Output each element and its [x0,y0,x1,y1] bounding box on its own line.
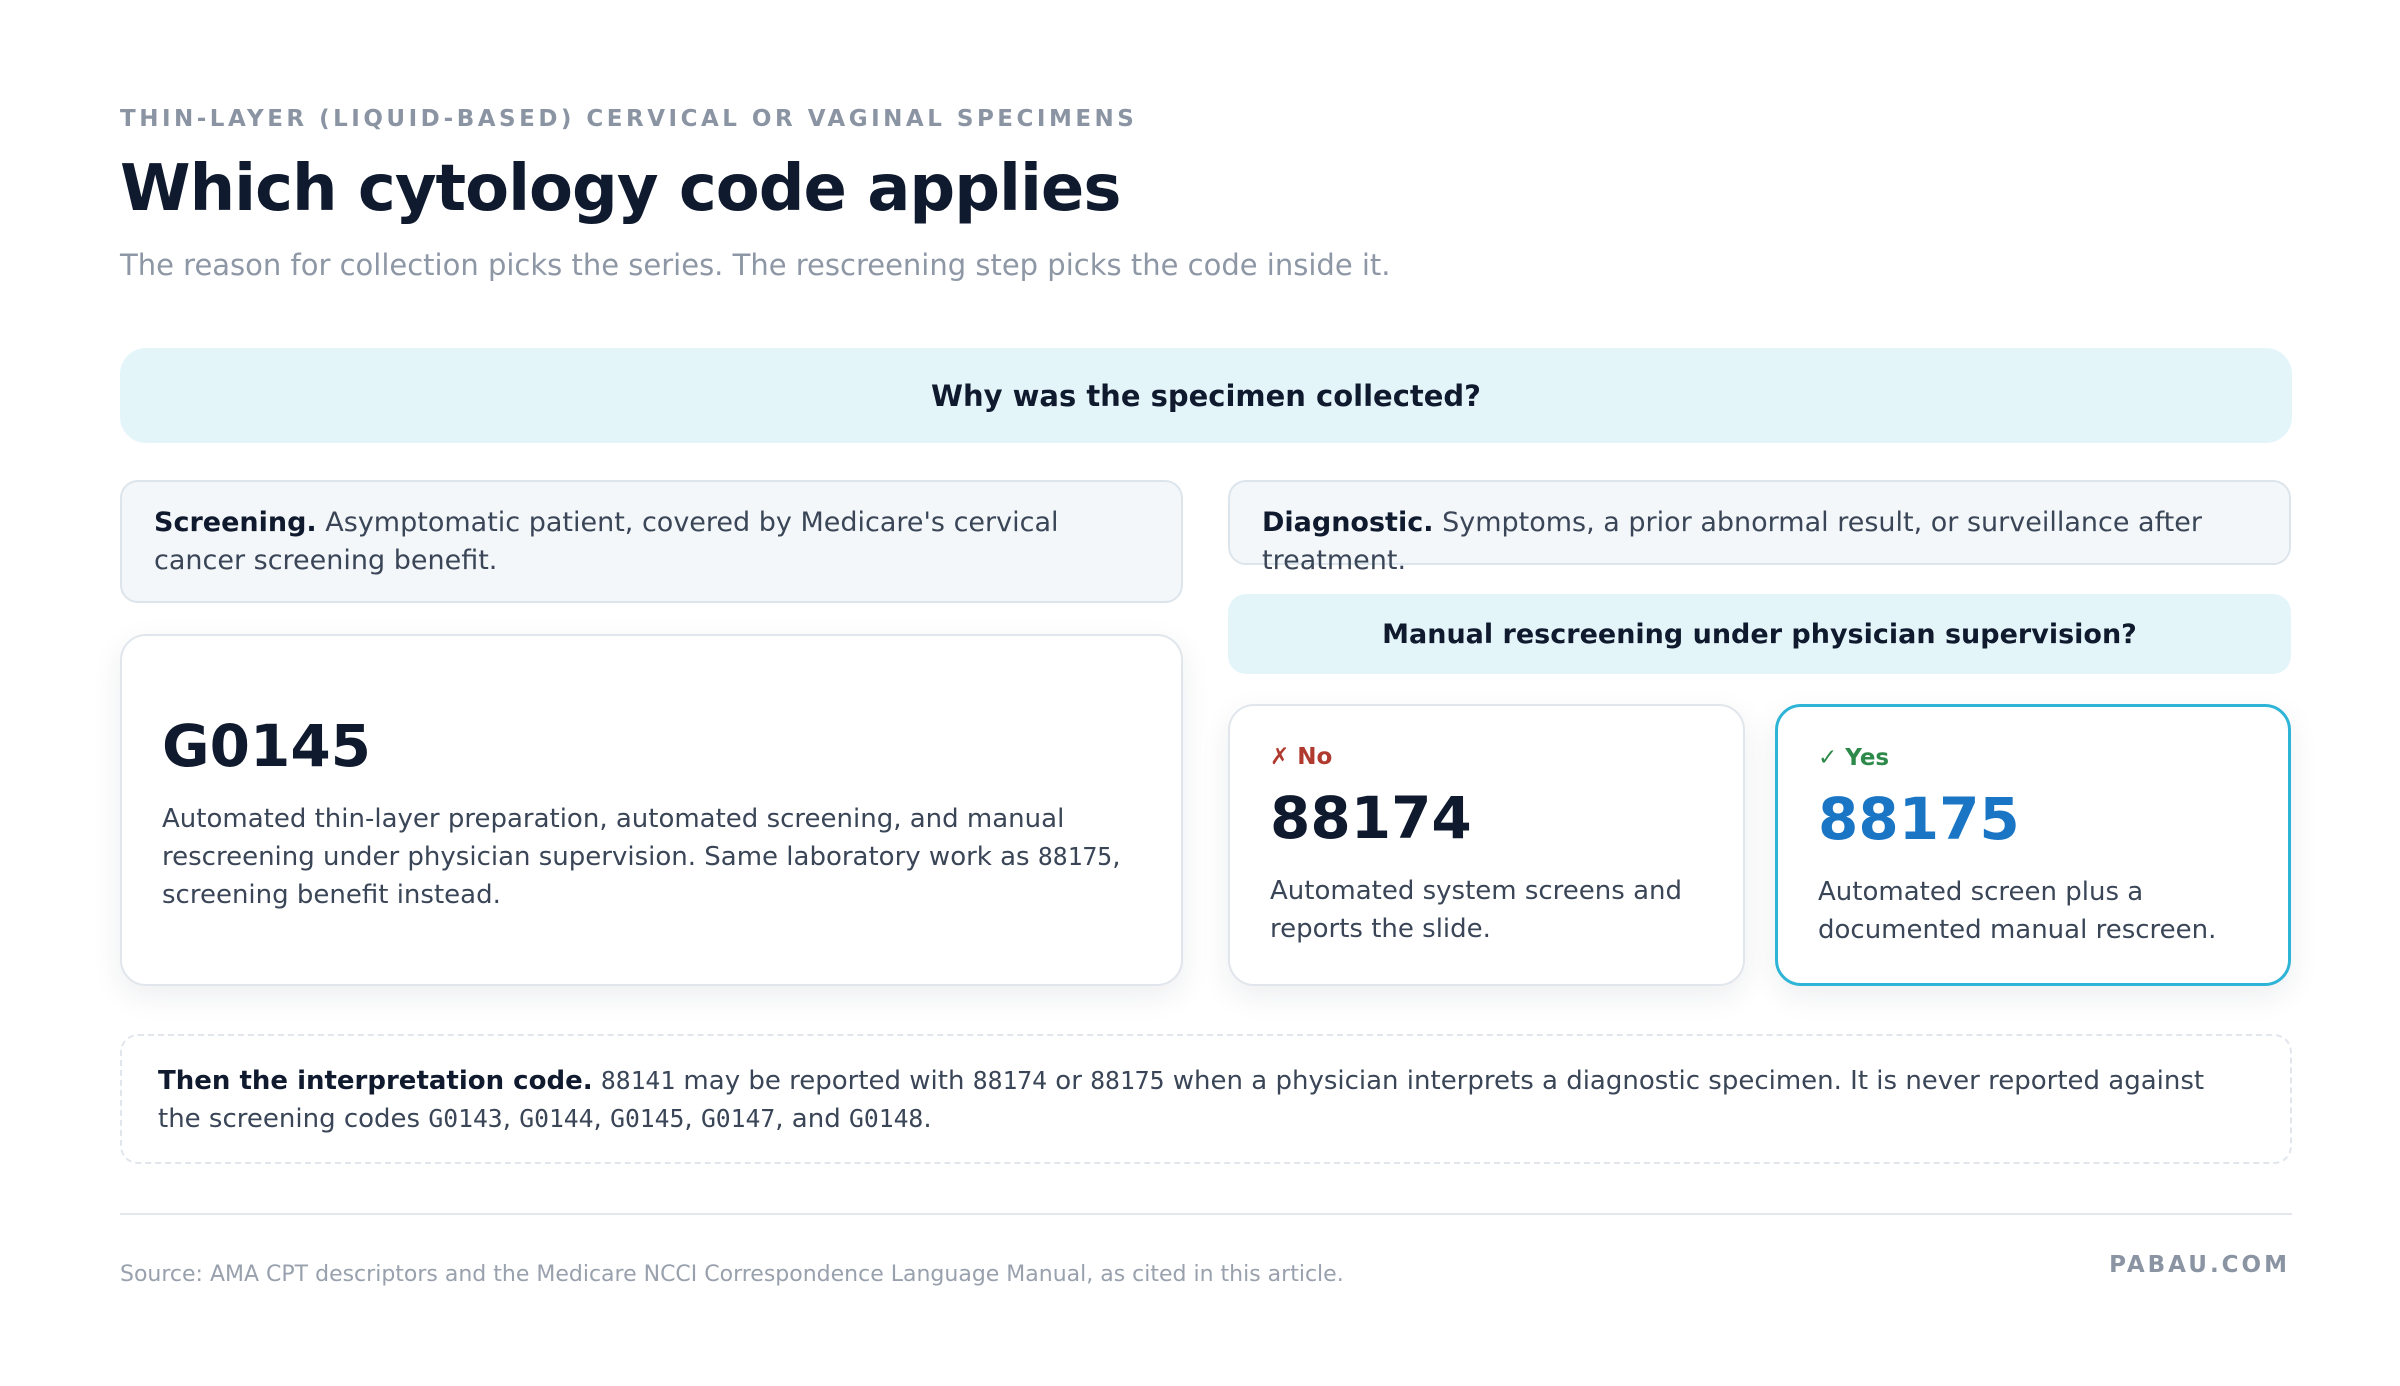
title: Which cytology code applies [120,152,1121,226]
code-ref: G0143 [428,1104,503,1133]
answer-tag: ✗ No [1270,744,1333,770]
divider [120,1213,2292,1215]
code-ref: 88175 [1037,842,1113,871]
subtitle: The reason for collection picks the seri… [120,248,1391,282]
code-ref: G0147 [700,1104,776,1133]
code-ref: G0145 [610,1104,685,1133]
text: , [593,1104,611,1134]
note-label: Then the interpretation code. [158,1066,593,1096]
code-ref: 88175 [1090,1066,1165,1095]
note: Then the interpretation code. 88141 may … [120,1034,2292,1164]
diagnostic-option: Diagnostic. Symptoms, a prior abnormal r… [1228,480,2291,576]
text: when a physician interprets a diagnostic… [158,1066,2205,1134]
question: Why was the specimen collected? [120,348,2292,443]
code-ref: 88174 [972,1066,1048,1095]
option-text: Asymptomatic patient, covered by Medicar… [154,507,1059,576]
text: , screening benefit instead. [162,842,1121,910]
result-card: ✗ No 88174 Automated system screens and … [1228,704,1745,986]
text: , and [775,1104,849,1134]
eyebrow: THIN-LAYER (LIQUID-BASED) CERVICAL OR VA… [120,106,1138,132]
code-ref: G0148 [848,1104,924,1133]
code: 88175 [1818,785,2020,853]
text: may be reported with [675,1066,973,1096]
text: , [502,1104,520,1134]
text: , [684,1104,701,1134]
text: or [1047,1066,1091,1096]
code-ref: G0144 [519,1104,594,1133]
option-label: Screening. [154,507,317,538]
description: Automated screen plus a documented manua… [1818,877,2217,945]
answer-tag: ✓ Yes [1818,745,1890,771]
text: Automated thin-layer preparation, automa… [162,804,1065,872]
code: G0145 [162,712,372,780]
description: Automated thin-layer preparation, automa… [162,800,1141,914]
description: Automated system screens and reports the… [1270,876,1683,944]
text: . [923,1104,932,1134]
code-ref: 88141 [600,1066,676,1095]
option-label: Diagnostic. [1262,507,1434,538]
result-card: ✓ Yes 88175 Automated screen plus a docu… [1775,704,2291,986]
code: 88174 [1270,784,1472,852]
result-card: G0145 Automated thin-layer preparation, … [120,634,1183,986]
screening-option: Screening. Asymptomatic patient, covered… [120,480,1183,603]
question: Manual rescreening under physician super… [1228,594,2291,674]
option-text: Symptoms, a prior abnormal result, or su… [1262,507,2202,576]
source: Source: AMA CPT descriptors and the Medi… [120,1262,1344,1287]
brand: PABAU.COM [2109,1252,2290,1278]
